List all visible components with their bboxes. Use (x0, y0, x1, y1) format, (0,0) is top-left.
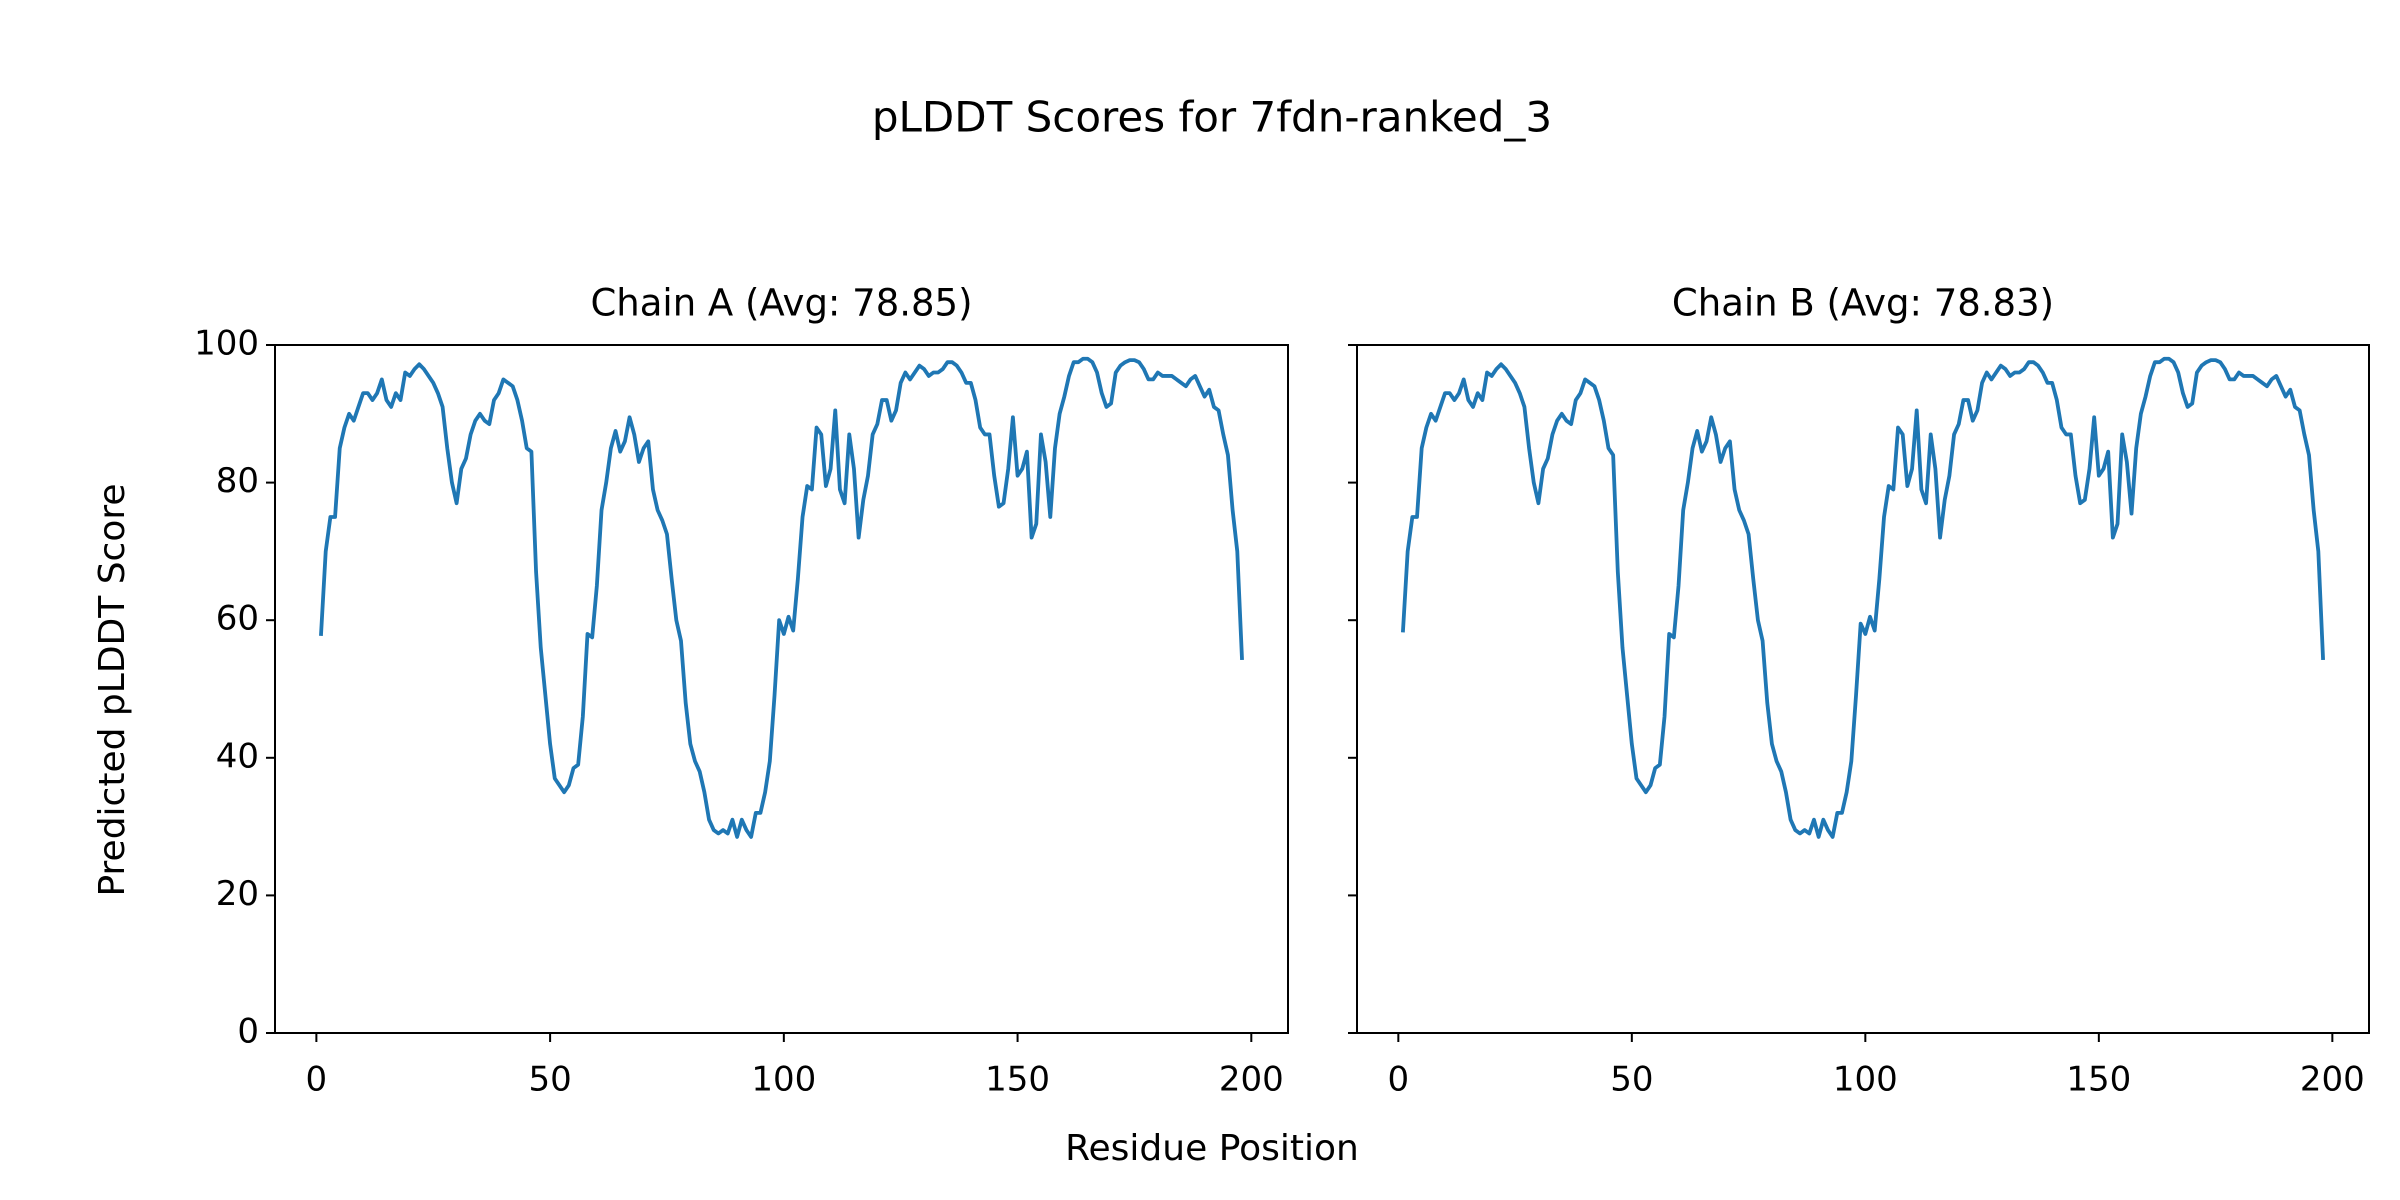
subplot-title: Chain B (Avg: 78.83) (1672, 282, 2054, 325)
x-tick-label: 200 (1219, 1060, 1284, 1100)
axes-frame (1356, 344, 2370, 1034)
data-line (319, 356, 1244, 839)
x-tick-label: 100 (751, 1060, 816, 1100)
y-tick-label: 40 (216, 736, 259, 776)
subplot-title: Chain A (Avg: 78.85) (590, 282, 972, 325)
y-tick-label: 80 (216, 461, 259, 501)
x-tick-label: 100 (1833, 1060, 1898, 1100)
x-tick-label: 200 (2300, 1060, 2365, 1100)
x-tick-label: 150 (2066, 1060, 2131, 1100)
x-tick-label: 0 (306, 1060, 328, 1100)
x-axis-label: Residue Position (1065, 1128, 1359, 1169)
x-tick-label: 0 (1388, 1060, 1410, 1100)
y-tick-label: 60 (216, 599, 259, 639)
figure-title: pLDDT Scores for 7fdn-ranked_3 (872, 93, 1552, 142)
y-tick-label: 100 (194, 324, 259, 364)
x-tick-label: 150 (985, 1060, 1050, 1100)
x-tick-label: 50 (528, 1060, 571, 1100)
y-tick-label: 20 (216, 874, 259, 914)
data-line (1400, 356, 2325, 839)
axes-frame (274, 344, 1289, 1034)
x-tick-label: 50 (1610, 1060, 1653, 1100)
y-tick-label: 0 (237, 1012, 259, 1052)
y-axis-label: Predicted pLDDT Score (92, 483, 133, 896)
